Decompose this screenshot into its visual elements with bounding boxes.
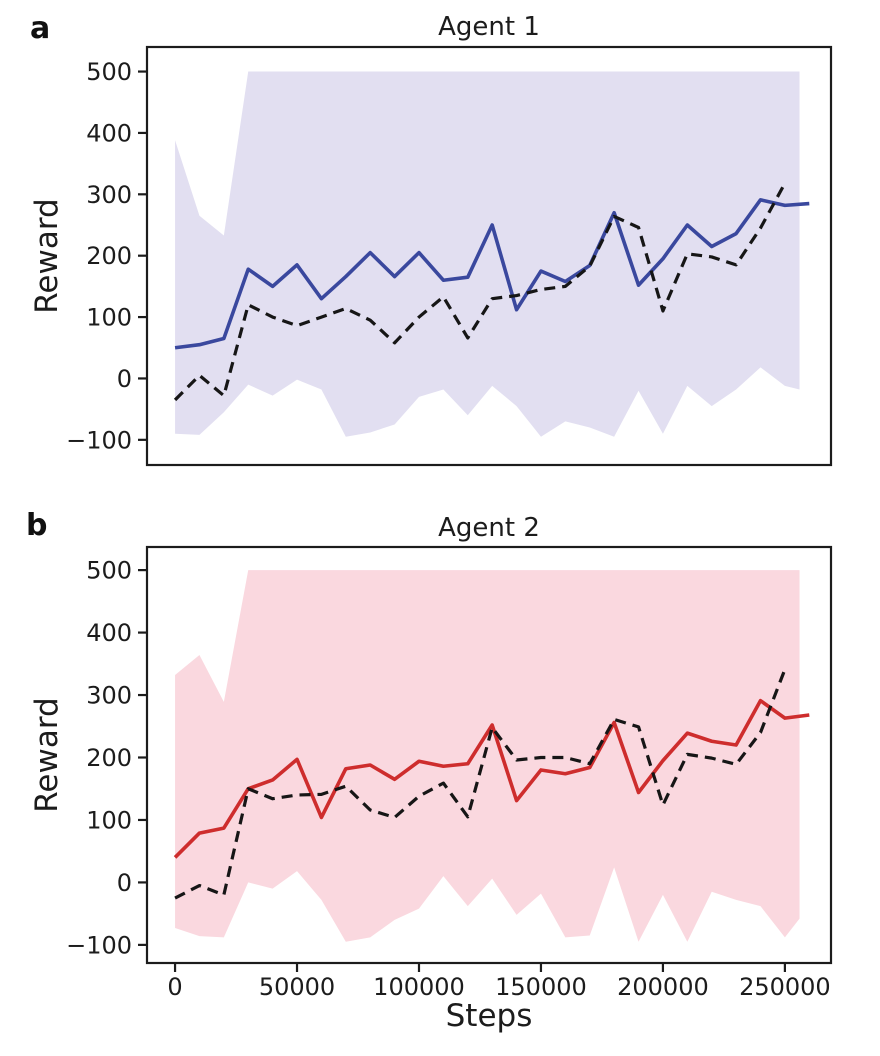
y-tick-label: 500: [86, 557, 132, 585]
x-tick-label: 50000: [259, 973, 335, 1001]
agent-1-mean-reward-line: [174, 198, 810, 350]
agent-1-chart: −100 0 100 200 300 400 500: [66, 45, 833, 467]
y-tick-label: 200: [86, 744, 132, 772]
y-tick-label: 500: [86, 58, 132, 86]
x-tick-label: 0: [167, 973, 182, 1001]
panel-b-title: Agent 2: [438, 513, 540, 543]
panel-label-b: b: [26, 508, 48, 543]
y-tick-label: 100: [86, 806, 132, 834]
panel-agent-1: a Agent 1 Reward −100 0 100 200 300 400 500: [0, 0, 880, 505]
y-tick-label: 300: [86, 682, 132, 710]
agent-1-baseline-line: [173, 182, 787, 402]
y-tick-label: 400: [86, 619, 132, 647]
x-axis-label: Steps: [445, 998, 533, 1034]
panel-agent-2: b Agent 2 Reward −100 0 100 200 300 400 500 0 50…: [0, 505, 880, 1056]
y-tick-label: −100: [66, 931, 132, 959]
agent-1-min-max-band: [175, 71, 800, 437]
agent-2-mean-reward-line: [173, 698, 810, 859]
agent-2-baseline-line: [174, 668, 787, 900]
y-tick-label: 100: [86, 304, 132, 332]
x-tick-label: 100000: [373, 973, 465, 1001]
x-tick-label: 250000: [739, 973, 831, 1001]
x-tick-label: 150000: [495, 973, 587, 1001]
y-tick-label: 200: [86, 242, 132, 270]
agent-2-min-max-band: [175, 570, 800, 942]
panel-label-a: a: [30, 11, 51, 46]
axes-frame: [145, 545, 833, 965]
x-tick-label: 200000: [617, 973, 709, 1001]
y-tick-label: 300: [86, 181, 132, 209]
y-tick-label: 400: [86, 119, 132, 147]
panel-a-title: Agent 1: [438, 12, 540, 42]
agent-2-chart: −100 0 100 200 300 400 500 0 50000 100000 150000 20…: [66, 545, 833, 1001]
y-tick-label: 0: [117, 365, 132, 393]
y-tick-label: 0: [117, 869, 132, 897]
y-tick-label: −100: [66, 426, 132, 454]
